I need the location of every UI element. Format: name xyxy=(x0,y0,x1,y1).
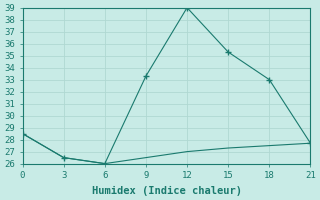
X-axis label: Humidex (Indice chaleur): Humidex (Indice chaleur) xyxy=(92,186,242,196)
